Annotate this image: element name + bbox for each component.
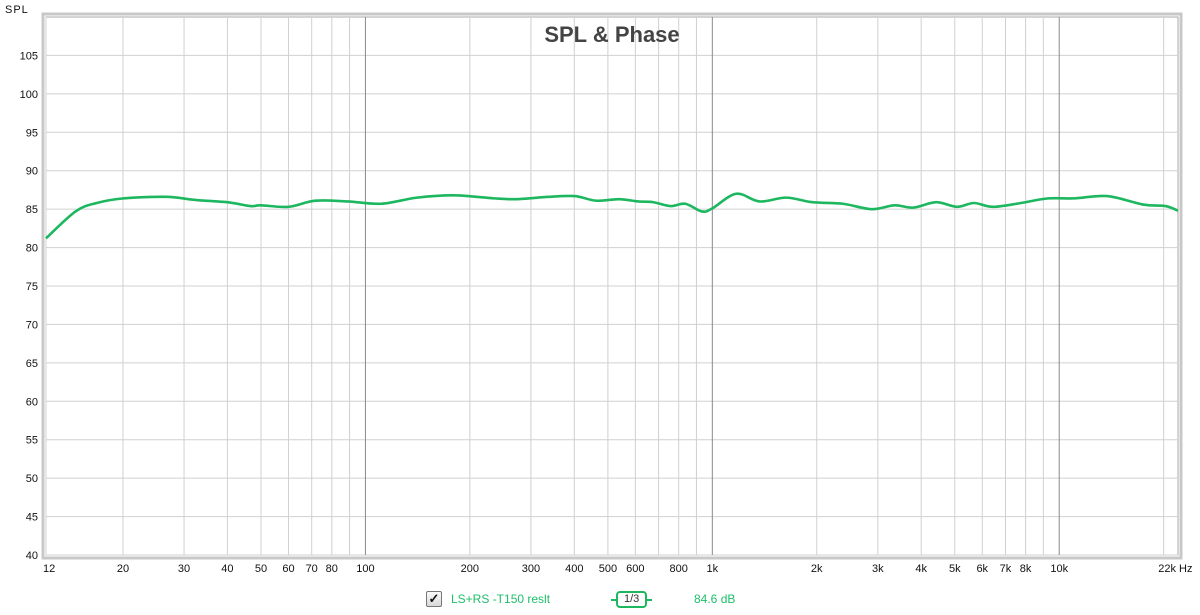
y-tick-label: 55 [26, 435, 38, 447]
y-tick-label: 95 [26, 127, 38, 139]
x-axis-unit: Hz [1179, 563, 1192, 575]
x-tick-label: 7k [1000, 563, 1012, 575]
x-tick-label: 1k [707, 563, 719, 575]
x-tick-label: 6k [976, 563, 988, 575]
x-tick-label: 40 [221, 563, 233, 575]
x-tick-label: 500 [599, 563, 617, 575]
x-tick-label: 8k [1020, 563, 1032, 575]
x-tick-label: 800 [670, 563, 688, 575]
y-tick-label: 100 [20, 89, 38, 101]
y-tick-label: 105 [20, 50, 38, 62]
x-tick-label: 30 [178, 563, 190, 575]
x-tick-label: 70 [306, 563, 318, 575]
legend-trace[interactable]: ✓ LS+RS -T150 reslt [426, 589, 550, 609]
x-tick-label: 50 [255, 563, 267, 575]
y-tick-label: 85 [26, 204, 38, 216]
x-tick-label: 200 [461, 563, 479, 575]
x-tick-label: 100 [356, 563, 374, 575]
x-tick-label: 12 [43, 563, 55, 575]
y-tick-label: 70 [26, 319, 38, 331]
x-tick-label: 4k [915, 563, 927, 575]
y-tick-label: 60 [26, 396, 38, 408]
x-tick-label: 10k [1050, 563, 1068, 575]
x-tick-label: 3k [872, 563, 884, 575]
trace-level-value: 84.6 dB [694, 592, 736, 606]
y-tick-label: 90 [26, 166, 38, 178]
trace-name: LS+RS -T150 reslt [451, 592, 551, 606]
y-tick-label: 75 [26, 281, 38, 293]
y-tick-label: 50 [26, 473, 38, 485]
x-tick-label: 2k [811, 563, 823, 575]
chart-title: SPL & Phase [544, 22, 679, 47]
trace-checkbox[interactable]: ✓ [426, 591, 442, 607]
x-tick-label: 5k [949, 563, 961, 575]
smoothing-value: 1/3 [610, 590, 653, 608]
trace-level: 84.6 dB [694, 589, 735, 609]
x-tick-label: 22k [1158, 563, 1176, 575]
y-tick-label: 80 [26, 243, 38, 255]
x-tick-label: 300 [522, 563, 540, 575]
y-tick-label: 65 [26, 358, 38, 370]
x-tick-label: 600 [626, 563, 644, 575]
x-tick-label: 20 [117, 563, 129, 575]
x-tick-label: 60 [282, 563, 294, 575]
spl-trace-line [45, 192, 1179, 240]
x-tick-label: 400 [565, 563, 583, 575]
y-tick-label: 40 [26, 550, 38, 562]
y-tick-label: 45 [26, 512, 38, 524]
y-axis-label: SPL [5, 4, 29, 16]
smoothing-badge[interactable]: 1/3 [610, 589, 653, 609]
x-tick-label: 80 [326, 563, 338, 575]
plot-frame-shadow [41, 12, 1183, 560]
